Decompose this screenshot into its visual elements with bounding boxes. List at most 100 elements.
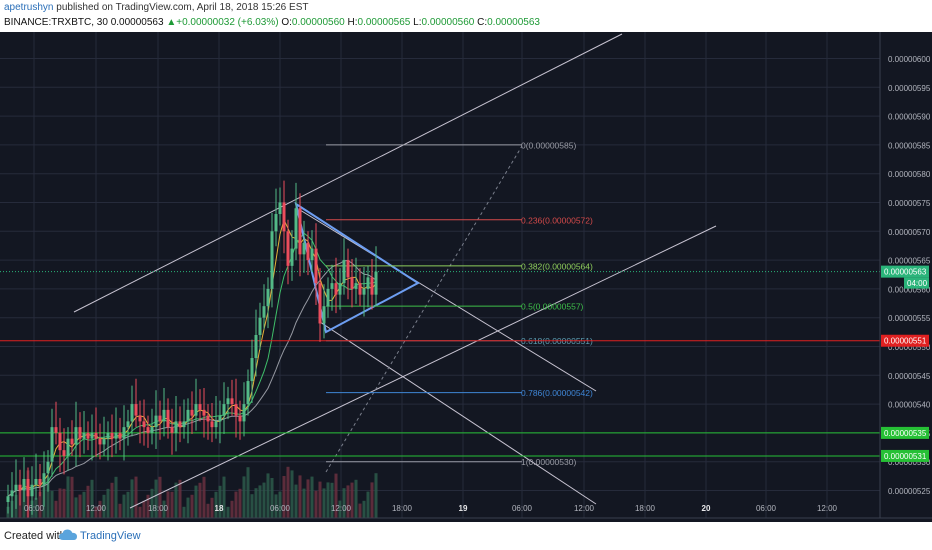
candle-body xyxy=(262,306,266,318)
price-tick-label: 0.00000545 xyxy=(888,372,931,381)
candle-body xyxy=(250,358,254,382)
fib-level-label: 1(0.00000530) xyxy=(521,457,576,467)
time-tick-label: 12:00 xyxy=(331,504,352,513)
volume-bar xyxy=(302,488,306,518)
volume-bar xyxy=(350,482,354,518)
time-axis[interactable]: 06:00 12:00 18:00 18 06:00 12:00 18:00 19 06:00 1… xyxy=(24,504,838,513)
volume-bar xyxy=(194,485,198,518)
candle-body xyxy=(170,427,174,433)
candle-body xyxy=(10,490,14,497)
candle-body xyxy=(150,427,154,433)
volume-bar xyxy=(122,494,126,518)
candle-body xyxy=(90,432,94,439)
volume-bar xyxy=(338,500,342,518)
volume-bar xyxy=(278,491,282,518)
candle-body xyxy=(246,381,250,405)
price-chart[interactable]: 0(0.00000585) 0.236(0.00000572) 0.382(0.00… xyxy=(0,32,932,522)
candle-body xyxy=(318,283,322,324)
volume-bar xyxy=(254,488,258,518)
volume-bar xyxy=(358,503,362,518)
volume-bar xyxy=(330,482,334,518)
volume-bar xyxy=(290,470,294,518)
candle-body xyxy=(374,271,378,295)
candle-body xyxy=(174,421,178,433)
candle-body xyxy=(142,421,146,428)
support-price-tag-text: 0.00000531 xyxy=(884,452,927,461)
volume-bar xyxy=(370,482,374,518)
volume-bar xyxy=(238,488,242,518)
time-tick-label: 12:00 xyxy=(817,504,838,513)
volume-bar xyxy=(38,491,42,518)
volume-bar xyxy=(266,473,270,518)
tradingview-cloud-icon[interactable] xyxy=(58,528,78,542)
descending-channel-line xyxy=(319,321,597,505)
candle-body xyxy=(50,427,54,462)
publish-line: apetrushyn published on TradingView.com,… xyxy=(4,2,308,13)
volume-bar xyxy=(82,491,86,518)
footer: Created with TradingView xyxy=(0,522,932,550)
volume-bar xyxy=(74,497,78,518)
candle-body xyxy=(14,484,18,491)
volume-bar xyxy=(234,491,238,518)
time-tick-label: 18:00 xyxy=(392,504,413,513)
candle-body xyxy=(330,283,334,289)
countdown-text: 04:00 xyxy=(907,279,928,288)
candle-body xyxy=(182,421,186,428)
candle-body xyxy=(110,432,114,439)
price-tick-label: 0.00000540 xyxy=(888,401,931,410)
ohlc-open: 0.00000560 xyxy=(291,17,345,28)
candle-body xyxy=(86,432,90,439)
symbol-label[interactable]: BINANCE:TRXBTC, 30 xyxy=(4,17,108,28)
candle-body xyxy=(30,484,34,497)
volume-bar xyxy=(162,500,166,518)
volume-bar xyxy=(222,476,226,518)
candle-body xyxy=(302,242,306,255)
author-link[interactable]: apetrushyn xyxy=(4,2,54,13)
candle-body xyxy=(218,415,222,422)
volume-bar xyxy=(230,500,234,518)
candle-body xyxy=(78,427,82,439)
volume-bar xyxy=(250,494,254,518)
candle-body xyxy=(106,432,110,439)
candle-body xyxy=(326,288,330,307)
support-price-tag xyxy=(881,426,929,439)
price-change: +0.00000032 (+6.03%) xyxy=(176,17,279,28)
candle-body xyxy=(298,208,302,255)
candle-body xyxy=(258,317,262,335)
volume-bar xyxy=(262,482,266,518)
candle-body xyxy=(290,248,294,266)
upper-channel-line xyxy=(73,33,623,313)
price-tick-label: 0.00000595 xyxy=(888,84,931,93)
candle-body xyxy=(98,438,102,445)
volume-bar xyxy=(142,500,146,518)
candle-body xyxy=(334,283,338,295)
price-tick-label: 0.00000600 xyxy=(888,55,931,64)
candle-body xyxy=(242,404,246,422)
time-tick-label: 06:00 xyxy=(756,504,777,513)
volume-bar xyxy=(214,491,218,518)
volume-bar xyxy=(274,494,278,518)
candle-body xyxy=(134,404,138,416)
volume-bar xyxy=(150,488,154,518)
volume-bar xyxy=(98,500,102,518)
price-tick-label: 0.00000560 xyxy=(888,285,931,294)
volume-bar xyxy=(366,491,370,518)
time-tick-label: 06:00 xyxy=(512,504,533,513)
price-tick-label: 0.00000575 xyxy=(888,199,931,208)
descending-resistance-line xyxy=(299,209,597,392)
candle-body xyxy=(306,242,310,261)
candle-body xyxy=(322,306,326,324)
tradingview-brand[interactable]: TradingView xyxy=(80,530,141,542)
volume-bar xyxy=(198,482,202,518)
candle-body xyxy=(342,260,346,284)
volume-bar xyxy=(206,503,210,518)
volume-bar xyxy=(318,481,322,518)
countdown-tag xyxy=(904,277,929,289)
volume-bar xyxy=(118,503,122,518)
fib-level-label: 0.236(0.00000572) xyxy=(521,215,593,225)
volume-bar xyxy=(130,479,134,518)
volume-bar xyxy=(294,484,298,518)
ohlc-c-label: C: xyxy=(477,17,488,28)
volume-bar xyxy=(58,488,62,518)
volume-bar xyxy=(270,478,274,518)
